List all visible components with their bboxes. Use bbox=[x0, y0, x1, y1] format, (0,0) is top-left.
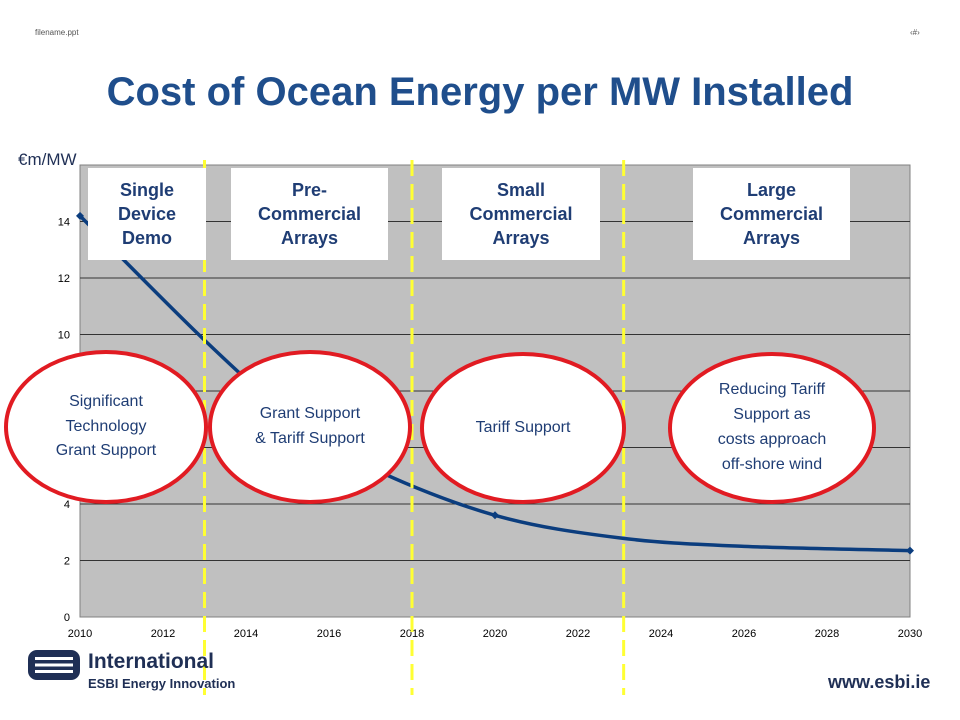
y-tick-label: 14 bbox=[58, 217, 70, 229]
logo-title: International bbox=[88, 650, 215, 673]
support-text-line: & Tariff Support bbox=[255, 430, 365, 447]
file-name: filename.ppt bbox=[35, 28, 79, 37]
x-tick-label: 2030 bbox=[898, 628, 922, 640]
y-tick-label: 10 bbox=[58, 330, 70, 342]
data-markers bbox=[76, 211, 914, 555]
support-oval-grant-tariff: Grant Support & Tariff Support bbox=[208, 350, 412, 504]
support-text-line: costs approach bbox=[717, 431, 827, 448]
y-tick-label: 12 bbox=[58, 273, 70, 285]
logo-subtitle: ESBI Energy Innovation bbox=[88, 676, 236, 691]
phase-label-line: Large bbox=[746, 179, 797, 200]
support-text-line: Significant bbox=[69, 392, 143, 410]
phase-label-line: Single bbox=[119, 179, 174, 200]
support-text-line: Tariff Support bbox=[475, 418, 571, 436]
y-tick-label: 0 bbox=[64, 612, 70, 624]
phase-label-line: Arrays bbox=[742, 228, 801, 249]
x-tick-label: 2012 bbox=[151, 628, 175, 640]
x-tick-label: 2010 bbox=[68, 628, 92, 640]
phase-label-line: Device bbox=[117, 203, 177, 224]
support-oval-tariff: Tariff Support bbox=[420, 352, 626, 504]
phase-label-line: Arrays bbox=[280, 228, 339, 249]
slide-number: ‹#› bbox=[910, 28, 920, 37]
phase-label-line: Pre- bbox=[291, 179, 327, 200]
support-oval-grant: Significant Technology Grant Support bbox=[4, 350, 208, 504]
phase-small-commercial-arrays: Small Commercial Arrays bbox=[442, 168, 600, 260]
phase-label-line: Demo bbox=[121, 228, 172, 249]
support-text-line: off-shore wind bbox=[721, 455, 823, 473]
phase-label-line: Commercial bbox=[469, 203, 573, 224]
data-point bbox=[491, 511, 499, 520]
x-tick-label: 2028 bbox=[815, 628, 839, 640]
support-text-line: Reducing Tariff bbox=[718, 381, 826, 399]
x-tick-label: 2022 bbox=[566, 628, 590, 640]
website-url: www.esbi.ie bbox=[828, 672, 931, 692]
x-tick-label: 2020 bbox=[483, 628, 507, 640]
phase-label-line: Commercial bbox=[257, 203, 362, 224]
phase-large-commercial-arrays: Large Commercial Arrays bbox=[693, 168, 850, 260]
slide-title: Cost of Ocean Energy per MW Installed bbox=[106, 70, 854, 114]
data-point bbox=[76, 211, 84, 220]
phase-label-line: Commercial bbox=[719, 203, 824, 224]
phase-label-line: Arrays bbox=[492, 228, 550, 249]
x-axis-ticks: 2010 2012 2014 2016 2018 2020 2022 2024 2026 2028… bbox=[68, 628, 922, 640]
support-text-line: Grant Support bbox=[259, 405, 361, 423]
x-tick-label: 2016 bbox=[317, 628, 341, 640]
x-tick-label: 2014 bbox=[234, 628, 258, 640]
esb-logo-mark bbox=[28, 650, 80, 680]
support-text-line: Support as bbox=[733, 406, 811, 424]
y-axis-label: €m/MW bbox=[18, 150, 77, 169]
phase-label-line: Small bbox=[496, 179, 546, 200]
phase-single-device-demo: Single Device Demo bbox=[88, 168, 206, 260]
company-logo: International ESBI Energy Innovation bbox=[28, 648, 248, 694]
y-tick-label: 4 bbox=[64, 499, 70, 511]
phase-pre-commercial-arrays: Pre- Commercial Arrays bbox=[231, 168, 388, 260]
support-text-line: Technology bbox=[65, 417, 147, 435]
x-tick-label: 2024 bbox=[649, 628, 673, 640]
y-tick-label: 2 bbox=[64, 556, 70, 568]
data-point bbox=[906, 546, 914, 555]
support-oval-reducing-tariff: Reducing Tariff Support as costs approac… bbox=[668, 352, 876, 504]
x-tick-label: 2026 bbox=[732, 628, 756, 640]
support-text-line: Grant Support bbox=[55, 442, 157, 460]
x-tick-label: 2018 bbox=[400, 628, 424, 640]
